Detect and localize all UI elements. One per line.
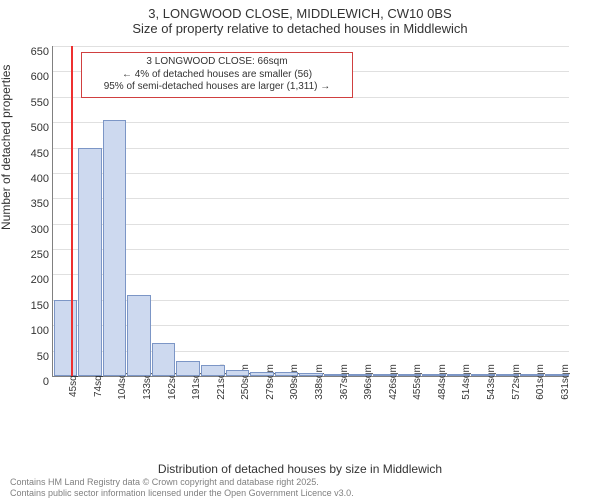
ytick-label: 500 [21, 122, 49, 134]
ytick-label: 350 [21, 198, 49, 210]
ytick-label: 150 [21, 300, 49, 312]
plot-region: 0501001502002503003504004505005506006504… [52, 46, 569, 377]
histogram-bar [422, 374, 446, 376]
ytick-label: 400 [21, 173, 49, 185]
histogram-bar [373, 374, 397, 376]
title-line-2: Size of property relative to detached ho… [0, 21, 600, 36]
ytick-label: 550 [21, 97, 49, 109]
histogram-bar [496, 374, 520, 376]
histogram-bar [250, 372, 274, 376]
ytick-label: 600 [21, 71, 49, 83]
histogram-bar [348, 374, 372, 376]
histogram-bar [127, 295, 151, 376]
footer-line-2: Contains public sector information licen… [10, 488, 354, 498]
reference-marker-line [71, 46, 73, 376]
histogram-bar [103, 120, 127, 376]
ytick-label: 50 [21, 351, 49, 363]
histogram-bar [54, 300, 78, 376]
histogram-bar [471, 374, 495, 376]
ytick-label: 200 [21, 274, 49, 286]
histogram-bar [226, 370, 250, 376]
annotation-line-3: 95% of semi-detached houses are larger (… [88, 81, 346, 94]
histogram-bar [201, 365, 225, 376]
footer-line-1: Contains HM Land Registry data © Crown c… [10, 477, 354, 487]
histogram-bar [275, 372, 299, 376]
histogram-bar [78, 148, 102, 376]
chart-area: 0501001502002503003504004505005506006504… [52, 46, 568, 432]
histogram-bar [447, 374, 471, 376]
x-axis-label: Distribution of detached houses by size … [0, 462, 600, 476]
ytick-label: 0 [21, 376, 49, 388]
y-axis-label: Number of detached properties [0, 65, 13, 230]
histogram-bar [324, 374, 348, 376]
ytick-label: 650 [21, 46, 49, 58]
ytick-label: 300 [21, 224, 49, 236]
ytick-label: 450 [21, 148, 49, 160]
annotation-line-2: ← 4% of detached houses are smaller (56) [88, 69, 346, 82]
histogram-bar [520, 374, 544, 376]
ytick-label: 250 [21, 249, 49, 261]
histogram-bar [398, 374, 422, 376]
ytick-label: 100 [21, 325, 49, 337]
annotation-line-1: 3 LONGWOOD CLOSE: 66sqm [88, 56, 346, 69]
histogram-bar [176, 361, 200, 376]
histogram-bar [152, 343, 176, 376]
title-line-1: 3, LONGWOOD CLOSE, MIDDLEWICH, CW10 0BS [0, 6, 600, 21]
annotation-box: 3 LONGWOOD CLOSE: 66sqm← 4% of detached … [81, 52, 353, 98]
histogram-bar [299, 373, 323, 376]
chart-title: 3, LONGWOOD CLOSE, MIDDLEWICH, CW10 0BS … [0, 0, 600, 36]
histogram-bar [545, 374, 569, 376]
footer-credits: Contains HM Land Registry data © Crown c… [10, 477, 354, 498]
